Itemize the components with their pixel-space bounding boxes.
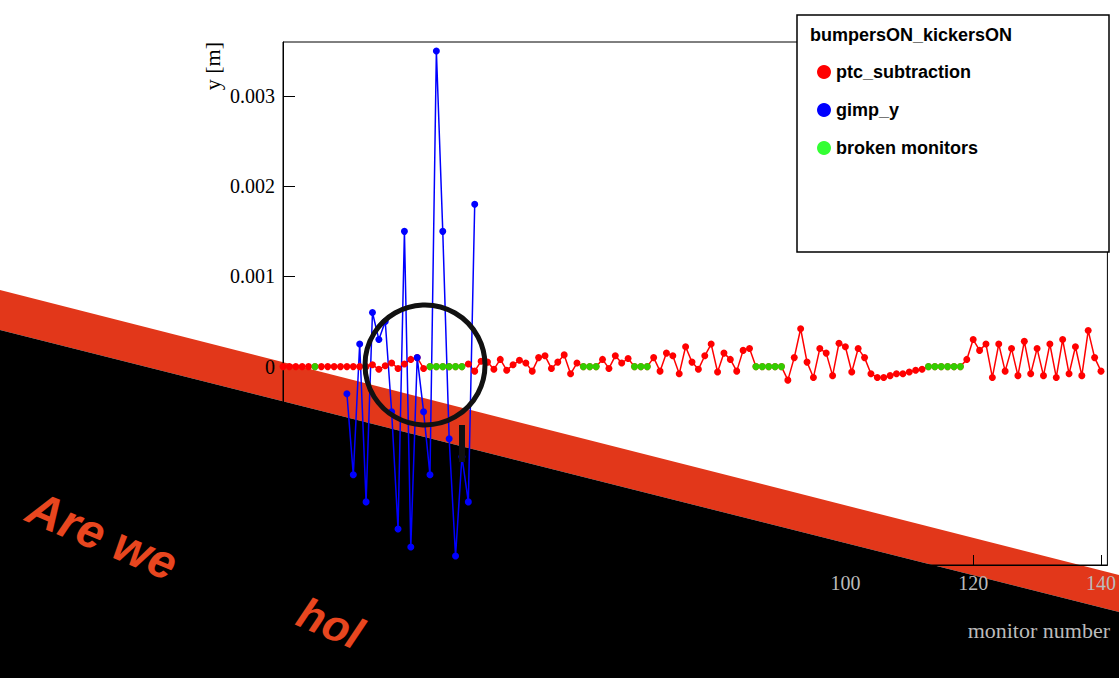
svg-text:monitor number: monitor number (968, 618, 1111, 643)
svg-text:0: 0 (265, 356, 275, 378)
svg-text:hol: hol (290, 587, 371, 658)
svg-text:100: 100 (830, 572, 860, 594)
svg-text:Are we: Are we (19, 480, 185, 590)
svg-text:140: 140 (1086, 572, 1116, 594)
svg-text:bumpersON_kickersON: bumpersON_kickersON (810, 25, 1012, 45)
svg-text:ptc_subtraction: ptc_subtraction (836, 62, 971, 82)
svg-text:0.001: 0.001 (230, 265, 275, 287)
svg-text:gimp_y: gimp_y (836, 100, 899, 120)
svg-text:broken monitors: broken monitors (836, 138, 978, 158)
svg-text:0.003: 0.003 (230, 85, 275, 107)
svg-text:y [m]: y [m] (200, 42, 225, 90)
svg-text:120: 120 (958, 572, 988, 594)
svg-text:0.002: 0.002 (230, 175, 275, 197)
